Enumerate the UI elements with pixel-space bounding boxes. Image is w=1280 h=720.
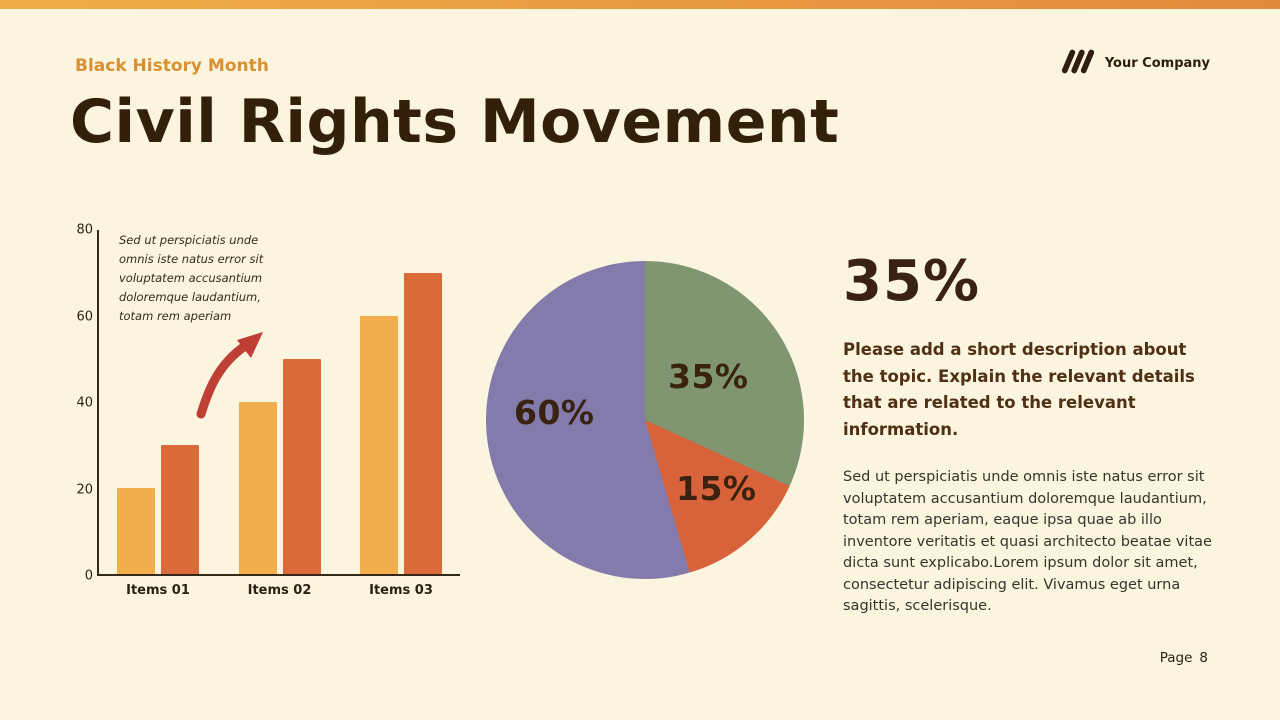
bar-pair xyxy=(238,230,321,574)
bar-series-a-items-02 xyxy=(238,402,277,574)
bar-series-a-items-01 xyxy=(117,488,155,574)
y-tick-label: 80 xyxy=(76,222,93,238)
bar-chart: 80 60 40 20 0 Items 01 Items 02 Items 03 Sed u… xyxy=(75,223,475,600)
stats-panel: 35% Please add a short description about… xyxy=(843,252,1235,618)
stat-headline: 35% xyxy=(843,249,981,314)
bar-chart-annotation: Sed ut perspiciatis unde omnis iste natu… xyxy=(119,233,264,323)
page-label: Page xyxy=(1159,650,1193,666)
pie-slice-label: 15% xyxy=(676,469,757,508)
bar-group: Items 01 xyxy=(117,230,199,598)
stat-description-body: Sed ut perspiciatis unde omnis iste natu… xyxy=(843,469,1212,614)
bar-pair xyxy=(117,230,199,574)
category-label: Items 02 xyxy=(247,583,312,598)
y-tick-label: 0 xyxy=(84,568,93,584)
bar-chart-groups: Items 01 Items 02 Items 03 xyxy=(99,230,460,598)
bar-group: Items 03 xyxy=(360,230,442,598)
pie-disc xyxy=(486,261,804,579)
y-tick-label: 60 xyxy=(76,309,93,324)
pie-slice-label: 35% xyxy=(668,357,749,396)
stat-description-bold: Please add a short description about the… xyxy=(843,340,1195,439)
bar-series-b-items-01 xyxy=(161,445,199,574)
page-number: Page 8 xyxy=(1160,650,1208,666)
upward-trend-arrow-icon xyxy=(193,326,271,426)
pie-chart: 35% 15% 60% xyxy=(486,261,804,579)
bar-group: Items 02 xyxy=(238,230,321,598)
y-tick-label: 20 xyxy=(76,482,93,497)
top-accent-bar xyxy=(0,0,1280,9)
bar-chart-plot: Items 01 Items 02 Items 03 xyxy=(97,230,460,598)
category-label: Items 01 xyxy=(126,583,190,598)
category-label: Items 03 xyxy=(369,583,433,598)
company-logo-icon xyxy=(1060,48,1096,78)
y-tick-label: 40 xyxy=(76,395,93,411)
slide-eyebrow: Black History Month xyxy=(75,56,269,76)
bar-pair xyxy=(360,230,442,574)
pie-slice-label: 60% xyxy=(514,393,595,432)
bar-chart-y-axis: 80 60 40 20 0 xyxy=(75,223,93,584)
bar-series-b-items-02 xyxy=(282,359,321,574)
company-brand: Your Company xyxy=(1060,48,1210,78)
company-name: Your Company xyxy=(1104,55,1210,71)
bar-series-a-items-03 xyxy=(360,316,398,574)
bar-series-b-items-03 xyxy=(404,273,442,574)
page-number-value: 8 xyxy=(1199,650,1208,666)
slide-title: Civil Rights Movement xyxy=(70,87,840,157)
